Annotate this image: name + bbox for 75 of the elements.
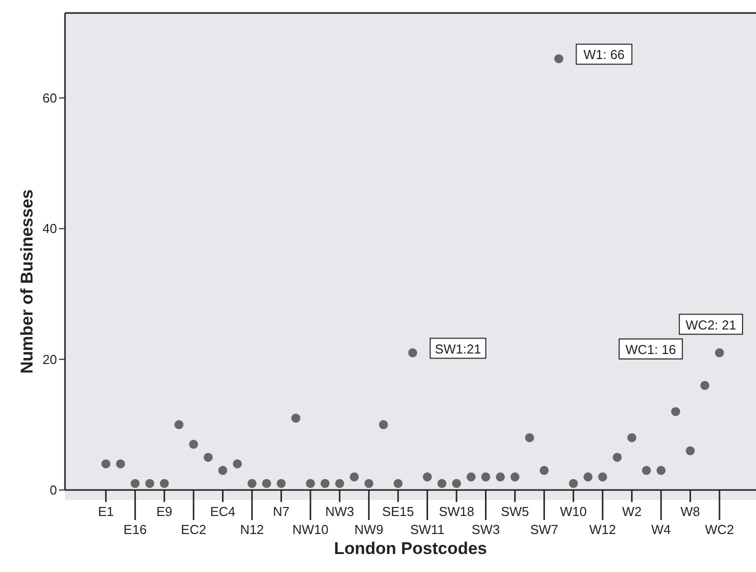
y-tick-label: 60 <box>42 90 57 106</box>
point <box>116 459 126 468</box>
point <box>627 433 636 442</box>
x-axis-title: London Postcodes <box>334 539 487 558</box>
x-tick-label: SW3 <box>472 522 500 537</box>
point <box>232 459 242 468</box>
point <box>189 440 198 449</box>
point <box>496 472 505 482</box>
x-tick-label: E9 <box>156 504 172 519</box>
point <box>700 380 710 390</box>
x-tick-label: SW11 <box>410 522 445 537</box>
y-axis-title: Number of Businesses <box>17 189 36 374</box>
x-tick-label: E16 <box>124 522 147 537</box>
point <box>525 433 534 442</box>
y-tick-label: 20 <box>42 352 57 367</box>
point <box>145 478 154 488</box>
point <box>656 466 666 475</box>
point <box>422 472 432 482</box>
point <box>714 348 724 358</box>
x-tick-label: WC2 <box>705 522 734 537</box>
point <box>262 478 272 488</box>
point <box>378 420 388 430</box>
point <box>174 420 184 430</box>
data-label: WC2: 21 <box>686 317 736 332</box>
point <box>437 478 446 488</box>
point <box>276 478 286 488</box>
x-tick-label: W8 <box>680 504 700 519</box>
point <box>642 466 651 475</box>
point <box>408 348 418 358</box>
x-tick-label: W2 <box>622 504 642 519</box>
point <box>130 478 140 488</box>
point <box>247 478 257 488</box>
x-tick-label: N12 <box>240 522 264 537</box>
point <box>320 478 330 488</box>
point <box>452 478 462 488</box>
x-tick-label: NW9 <box>354 522 384 537</box>
x-tick-label: W4 <box>651 522 671 537</box>
point <box>291 414 300 423</box>
point <box>306 478 315 488</box>
x-tick-label: SW5 <box>500 504 530 519</box>
x-tick-label: EC2 <box>180 522 206 537</box>
x-tick-label: EC4 <box>210 504 236 519</box>
point <box>612 452 622 462</box>
x-tick-label: SW7 <box>530 522 558 537</box>
point <box>510 472 520 482</box>
point <box>583 472 593 482</box>
point <box>686 446 695 456</box>
y-tick-label: 0 <box>50 482 57 498</box>
x-tick-label: NW10 <box>292 522 328 537</box>
x-tick-label: SW18 <box>438 504 474 519</box>
data-label: W1: 66 <box>583 47 625 62</box>
y-tick-label: 40 <box>42 221 57 236</box>
point <box>335 478 344 488</box>
point <box>481 472 490 482</box>
point <box>101 459 110 468</box>
point <box>554 54 564 64</box>
point <box>466 472 476 482</box>
data-label: WC1: 16 <box>625 342 676 357</box>
point <box>540 466 549 475</box>
point <box>350 472 359 482</box>
point <box>394 478 403 488</box>
x-tick-label: N7 <box>272 504 290 519</box>
point <box>598 472 608 482</box>
x-tick-label: W10 <box>560 504 587 519</box>
point <box>671 407 680 416</box>
point <box>364 478 374 488</box>
x-tick-label: E1 <box>98 504 114 519</box>
point <box>160 478 169 488</box>
point <box>218 466 228 475</box>
point <box>204 452 213 462</box>
x-tick-label: W12 <box>589 522 616 537</box>
point <box>568 478 578 488</box>
x-tick-label: SE15 <box>382 504 414 519</box>
data-label: SW1:21 <box>434 341 482 356</box>
x-tick-label: NW3 <box>325 504 354 519</box>
